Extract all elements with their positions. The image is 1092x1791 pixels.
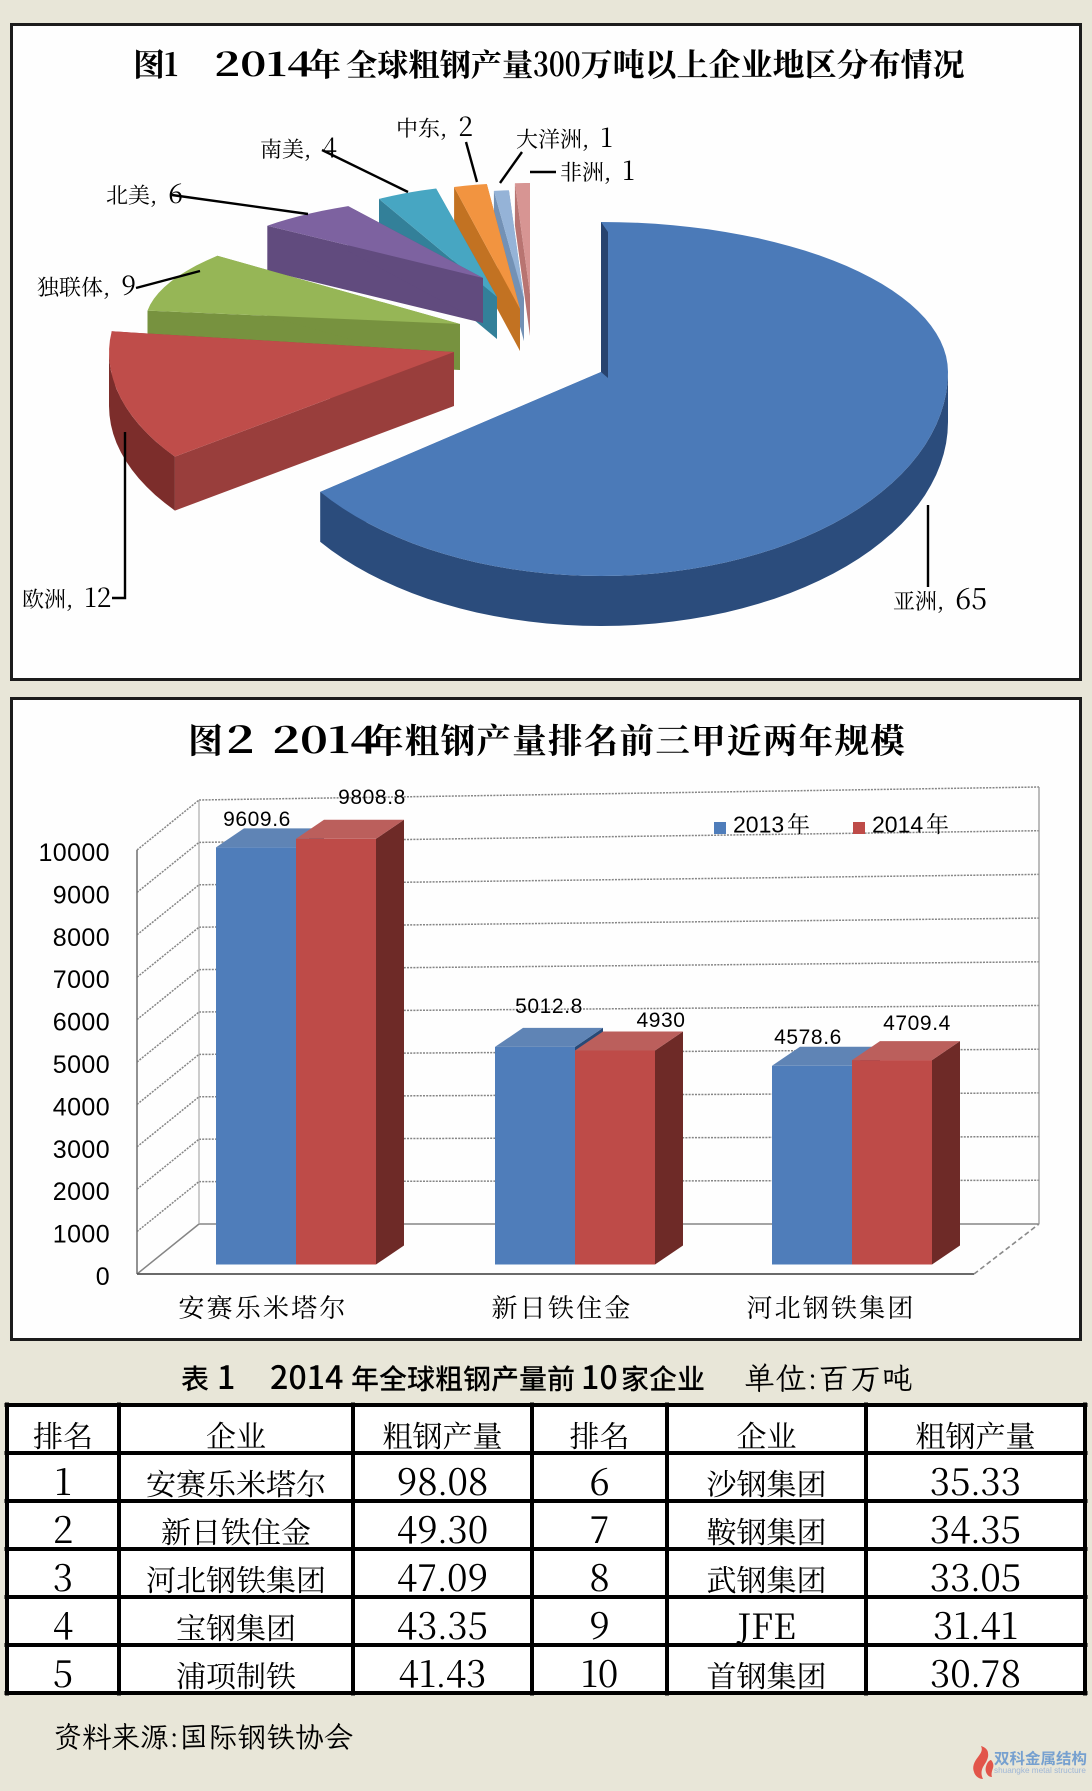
svg-text:4578.6: 4578.6 <box>774 1026 842 1049</box>
svg-text:10000: 10000 <box>38 839 110 867</box>
svg-text:6000: 6000 <box>53 1009 110 1037</box>
svg-text:2014: 2014 <box>872 812 923 838</box>
svg-text:2000: 2000 <box>53 1178 110 1206</box>
svg-text:5012.8: 5012.8 <box>515 995 583 1018</box>
svg-text:4709.4: 4709.4 <box>883 1012 951 1035</box>
svg-text:0: 0 <box>96 1263 110 1291</box>
svg-text:8000: 8000 <box>53 924 110 952</box>
svg-text:4000: 4000 <box>53 1093 110 1121</box>
svg-text:shuangke metal structure: shuangke metal structure <box>994 1766 1086 1775</box>
svg-text:4930: 4930 <box>636 1009 685 1032</box>
svg-text:5000: 5000 <box>53 1051 110 1079</box>
svg-text:9609.6: 9609.6 <box>223 808 291 831</box>
svg-text:9808.8: 9808.8 <box>338 786 406 809</box>
svg-text:7000: 7000 <box>53 966 110 994</box>
svg-text:2013: 2013 <box>733 812 784 838</box>
svg-text:9000: 9000 <box>53 881 110 909</box>
svg-text:1000: 1000 <box>53 1221 110 1249</box>
svg-text:3000: 3000 <box>53 1136 110 1164</box>
